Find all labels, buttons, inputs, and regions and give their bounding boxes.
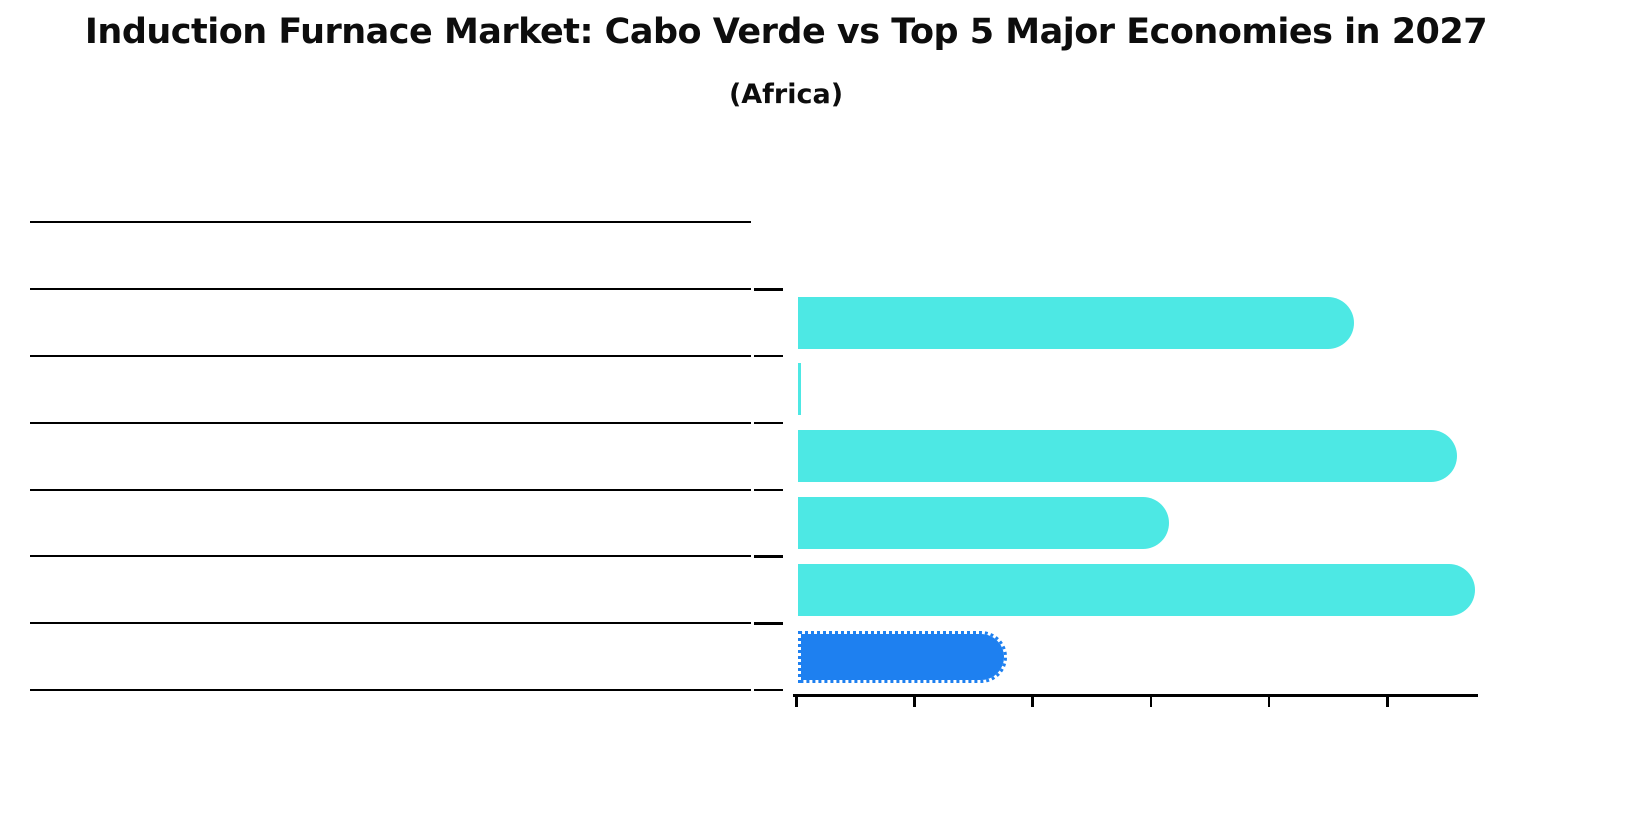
table-separator-line (30, 288, 751, 291)
bar-ethiopia (798, 430, 1457, 483)
bar-south-africa (798, 363, 801, 416)
table-separator-line (30, 488, 751, 491)
table-separator-line (30, 221, 751, 224)
x-axis-tick (1386, 694, 1389, 707)
x-axis-tick (795, 694, 798, 707)
bar-algeria (798, 496, 1170, 549)
y-axis-tick (754, 288, 783, 291)
table-separator-line (30, 688, 751, 691)
table-separator-line (30, 354, 751, 357)
table-separator-line (30, 555, 751, 558)
table-separator-line (30, 622, 751, 625)
y-axis-tick (754, 688, 783, 692)
table-separator-line (30, 421, 751, 424)
x-axis-tick (1267, 694, 1271, 707)
x-axis-tick (1149, 694, 1153, 707)
x-axis-tick (913, 694, 916, 707)
y-axis-tick (754, 354, 783, 358)
y-axis-tick (754, 622, 783, 625)
chart-subtitle: (Africa) (728, 79, 844, 110)
bar-highlight-cabo-verde (798, 630, 1007, 683)
bar-egypt (798, 296, 1354, 349)
x-axis-line (793, 694, 1478, 697)
bar-nigeria (798, 563, 1476, 616)
chart-title: Induction Furnace Market: Cabo Verde vs … (84, 12, 1488, 52)
y-axis-tick (754, 421, 783, 425)
y-axis-tick (754, 488, 783, 491)
y-axis-tick (754, 555, 783, 558)
x-axis-tick (1031, 694, 1034, 707)
